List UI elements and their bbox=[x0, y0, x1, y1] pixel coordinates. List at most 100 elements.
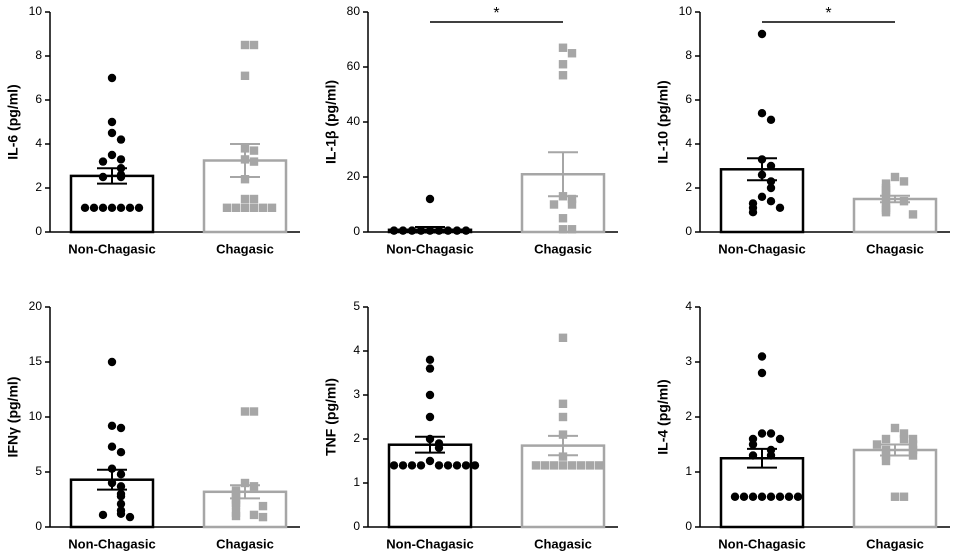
data-point bbox=[452, 461, 462, 470]
y-tick-label: 4 bbox=[685, 136, 692, 150]
data-point bbox=[107, 442, 117, 451]
data-point bbox=[748, 451, 758, 460]
data-point bbox=[531, 461, 541, 470]
data-point bbox=[775, 492, 785, 501]
data-point bbox=[908, 210, 918, 219]
data-point bbox=[881, 445, 891, 455]
data-point bbox=[766, 492, 776, 501]
data-point bbox=[389, 461, 399, 470]
data-point bbox=[567, 461, 577, 470]
data-point bbox=[585, 461, 595, 470]
y-tick-label: 60 bbox=[347, 59, 361, 73]
data-point bbox=[116, 203, 126, 212]
data-point bbox=[249, 510, 259, 520]
data-point bbox=[116, 448, 126, 457]
data-point bbox=[757, 170, 767, 179]
data-point bbox=[908, 434, 918, 444]
data-point bbox=[240, 155, 250, 164]
data-point bbox=[107, 117, 117, 127]
data-point bbox=[881, 434, 891, 444]
data-point bbox=[116, 470, 126, 479]
data-point bbox=[116, 423, 126, 433]
x-tick-label: Non-Chagasic bbox=[718, 241, 805, 256]
data-point bbox=[739, 492, 749, 501]
data-point bbox=[249, 194, 259, 204]
y-tick-label: 0 bbox=[35, 224, 42, 238]
data-point bbox=[425, 412, 435, 422]
data-point bbox=[558, 71, 568, 80]
data-point bbox=[407, 461, 417, 470]
data-point bbox=[890, 423, 900, 433]
data-point bbox=[249, 157, 259, 166]
y-tick-label: 2 bbox=[685, 409, 692, 423]
data-point bbox=[231, 490, 241, 500]
data-point bbox=[267, 203, 277, 212]
data-point bbox=[757, 368, 767, 378]
data-point bbox=[443, 461, 453, 470]
data-point bbox=[116, 164, 126, 173]
data-point bbox=[567, 194, 577, 204]
data-point bbox=[443, 226, 453, 235]
data-point bbox=[899, 492, 909, 501]
data-point bbox=[757, 492, 767, 501]
y-tick-label: 0 bbox=[35, 519, 42, 533]
data-point bbox=[470, 461, 480, 470]
data-point bbox=[558, 412, 568, 422]
data-point bbox=[452, 226, 462, 235]
x-tick-label: Non-Chagasic bbox=[68, 241, 155, 256]
data-point bbox=[730, 492, 740, 501]
data-point bbox=[899, 177, 909, 186]
y-tick-label: 80 bbox=[347, 4, 361, 18]
y-tick-label: 20 bbox=[347, 169, 361, 183]
data-point bbox=[881, 192, 891, 201]
data-point bbox=[890, 172, 900, 182]
y-tick-label: 1 bbox=[353, 475, 360, 489]
data-point bbox=[240, 40, 250, 50]
y-tick-label: 2 bbox=[353, 431, 360, 445]
data-point bbox=[107, 128, 117, 138]
data-point bbox=[881, 188, 891, 197]
data-point bbox=[757, 192, 767, 201]
y-tick-label: 10 bbox=[29, 409, 43, 423]
data-point bbox=[116, 482, 126, 491]
x-tick-label: Non-Chagasic bbox=[386, 536, 473, 551]
data-point bbox=[434, 226, 444, 235]
y-tick-label: 5 bbox=[353, 299, 360, 313]
y-axis-label: IL-6 (pg/ml) bbox=[5, 84, 21, 159]
significance-label: * bbox=[825, 5, 831, 22]
data-point bbox=[98, 203, 108, 212]
data-point bbox=[116, 492, 126, 501]
data-point bbox=[107, 150, 117, 160]
data-point bbox=[908, 451, 918, 460]
data-point bbox=[249, 40, 259, 50]
data-point bbox=[231, 500, 241, 510]
y-tick-label: 0 bbox=[353, 519, 360, 533]
data-point bbox=[748, 208, 758, 217]
data-point bbox=[258, 512, 268, 522]
data-point bbox=[107, 478, 117, 488]
data-point bbox=[98, 510, 108, 520]
data-point bbox=[116, 172, 126, 182]
x-tick-label: Chagasic bbox=[866, 536, 924, 551]
data-point bbox=[231, 203, 241, 212]
data-point bbox=[558, 399, 568, 408]
y-tick-label: 6 bbox=[35, 92, 42, 106]
data-point bbox=[558, 60, 568, 69]
data-point bbox=[908, 440, 918, 449]
data-point bbox=[240, 478, 250, 488]
data-point bbox=[107, 421, 117, 430]
y-axis-label: IFNγ (pg/ml) bbox=[5, 377, 21, 458]
y-tick-label: 10 bbox=[679, 4, 693, 18]
data-point bbox=[757, 29, 767, 39]
x-tick-label: Chagasic bbox=[534, 241, 592, 256]
data-point bbox=[98, 172, 108, 182]
y-tick-label: 8 bbox=[35, 48, 42, 62]
data-point bbox=[80, 203, 90, 212]
data-point bbox=[558, 461, 568, 470]
data-point bbox=[107, 464, 117, 473]
data-point bbox=[116, 509, 126, 518]
data-point bbox=[425, 434, 435, 444]
x-tick-label: Chagasic bbox=[216, 536, 274, 551]
data-point bbox=[775, 434, 785, 444]
y-tick-label: 4 bbox=[35, 136, 42, 150]
